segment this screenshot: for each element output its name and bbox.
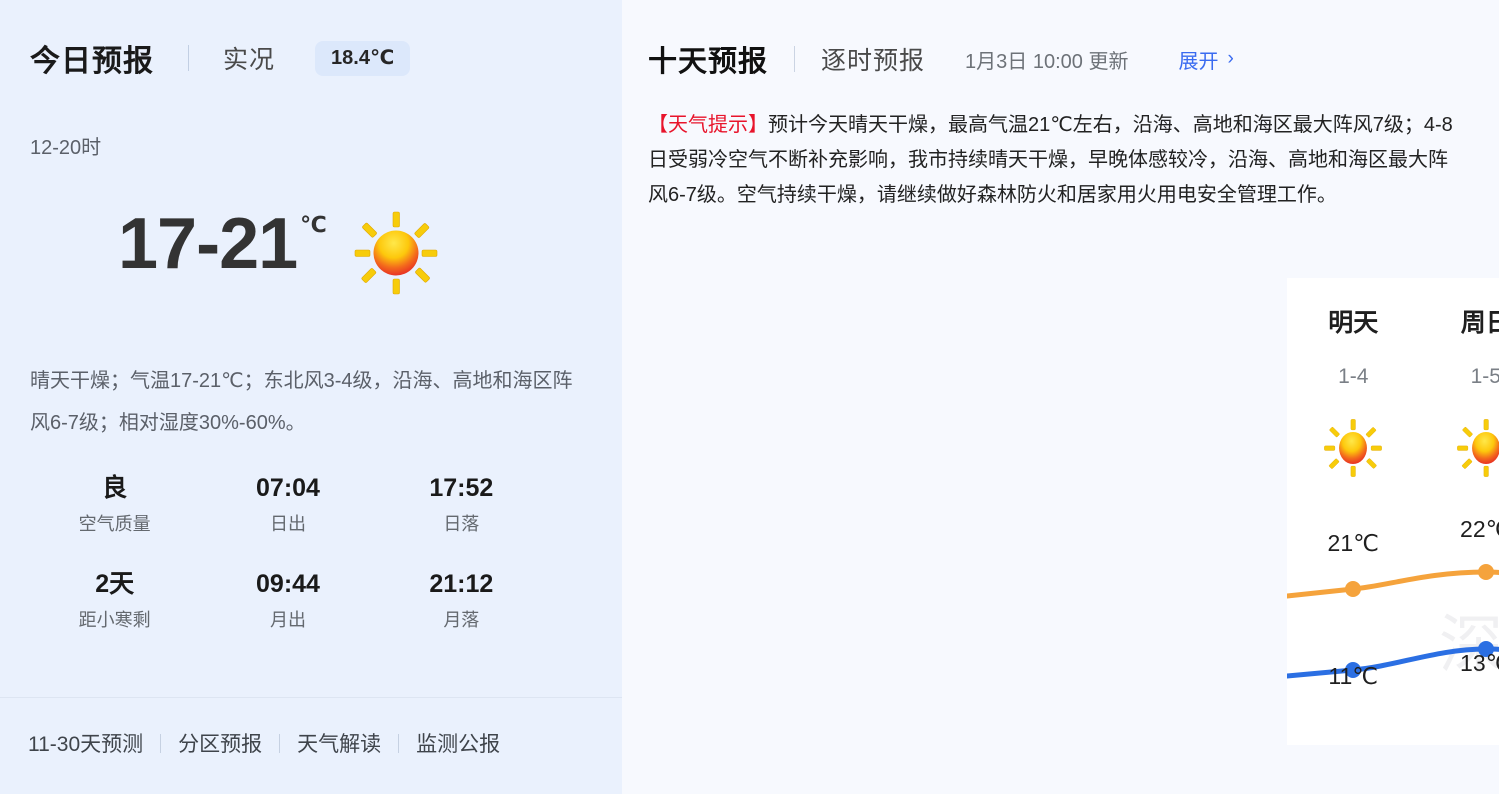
tenday-forecast-card: 深圳大件事 (1287, 278, 1499, 745)
update-timestamp: 1月3日 10:00 更新 (965, 50, 1129, 73)
stat-label: 日出 (269, 513, 306, 534)
stat-sunset: 17:52 日落 (375, 474, 548, 536)
forecast-day-name: 周日 (1460, 309, 1499, 337)
live-temperature-badge: 18.4℃ (315, 40, 411, 76)
sun-icon (353, 210, 439, 301)
stat-label: 日落 (443, 513, 480, 534)
today-forecast-panel: 今日预报 实况 18.4℃ 12-20时 17-21 ℃ (0, 0, 622, 794)
tenday-header: 十天预报 逐时预报 1月3日 10:00 更新 展开 › (648, 38, 1234, 80)
footer-divider (0, 697, 622, 698)
weather-alert-text: 【天气提示】预计今天晴天干燥，最高气温21℃左右，沿海、高地和海区最大阵风7级；… (648, 108, 1453, 213)
stat-days-to-xiaohan: 2天 距小寒剩 (28, 570, 201, 632)
forecast-high-temp: 22℃ (1460, 516, 1499, 542)
forecast-day-column[interactable]: 明天 1-4 (1287, 278, 1420, 745)
nav-divider (279, 733, 281, 753)
stat-moonrise: 09:44 月出 (201, 570, 374, 632)
forecast-date: 1-5 (1470, 365, 1499, 388)
nav-divider (160, 733, 162, 753)
forecast-columns: 明天 1-4 (1287, 278, 1499, 745)
stat-sunrise: 07:04 日出 (201, 474, 374, 536)
temperature-display: 17-21 ℃ (118, 208, 439, 301)
today-stats-grid: 良 空气质量 07:04 日出 17:52 日落 2天 距小寒剩 09:44 月… (28, 474, 548, 632)
sun-icon (1420, 418, 1499, 478)
temperature-unit: ℃ (300, 212, 327, 237)
stat-value: 2天 (95, 569, 135, 598)
stat-label: 距小寒剩 (78, 609, 151, 630)
nav-link-monitoring-bulletin[interactable]: 监测公报 (416, 733, 501, 756)
tenday-forecast-panel: 十天预报 逐时预报 1月3日 10:00 更新 展开 › 【天气提示】预计今天晴… (622, 0, 1499, 794)
nav-link-11-30-day-forecast[interactable]: 11-30天预测 (28, 733, 144, 756)
bottom-nav: 11-30天预测 分区预报 天气解读 监测公报 (28, 728, 500, 758)
today-header: 今日预报 实况 18.4℃ (30, 36, 411, 80)
stat-label: 空气质量 (78, 513, 151, 534)
chevron-right-icon: › (1227, 48, 1234, 69)
nav-divider (398, 733, 400, 753)
sun-icon (1287, 418, 1420, 478)
today-description: 晴天干燥；气温17-21℃；东北风3-4级，沿海、高地和海区阵风6-7级；相对湿… (30, 370, 573, 434)
time-range-label: 12-20时 (30, 137, 102, 159)
stat-value: 良 (102, 474, 128, 502)
stat-air-quality: 良 空气质量 (28, 474, 201, 536)
nav-link-weather-analysis[interactable]: 天气解读 (297, 733, 382, 756)
tab-hourly-forecast[interactable]: 逐时预报 (821, 47, 926, 75)
stat-value: 17:52 (429, 474, 494, 502)
forecast-high-temp: 21℃ (1327, 530, 1379, 556)
stat-value: 21:12 (429, 569, 494, 598)
temperature-range: 17-21 (118, 204, 298, 284)
expand-button[interactable]: 展开 › (1178, 45, 1233, 74)
stat-moonset: 21:12 月落 (375, 570, 548, 632)
tenday-title: 十天预报 (648, 46, 769, 78)
stat-label: 月出 (269, 609, 306, 630)
stat-label: 月落 (443, 609, 480, 630)
forecast-low-temp: 13℃ (1460, 650, 1499, 676)
nav-link-district-forecast[interactable]: 分区预报 (178, 733, 263, 756)
header-divider (794, 46, 796, 72)
alert-tag: 【天气提示】 (648, 114, 768, 136)
today-title: 今日预报 (30, 45, 154, 78)
header-divider (188, 45, 189, 71)
alert-body: 预计今天晴天干燥，最高气温21℃左右，沿海、高地和海区最大阵风7级；4-8日受弱… (648, 114, 1453, 206)
live-tab[interactable]: 实况 (223, 46, 276, 74)
stat-value: 09:44 (256, 569, 320, 598)
forecast-day-column[interactable]: 周日 1-5 (1420, 278, 1499, 745)
forecast-date: 1-4 (1338, 365, 1369, 388)
forecast-low-temp: 11℃ (1328, 663, 1379, 689)
forecast-day-name: 明天 (1328, 309, 1379, 337)
expand-label: 展开 (1178, 50, 1219, 73)
stat-value: 07:04 (256, 474, 320, 502)
